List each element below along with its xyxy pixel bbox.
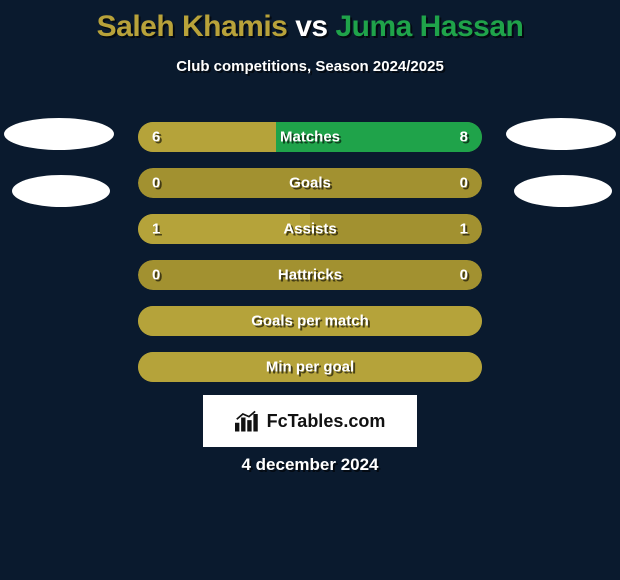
right-ellipse-1 xyxy=(506,118,616,150)
bar-label: Min per goal xyxy=(138,359,482,376)
left-ellipse-2 xyxy=(12,175,110,207)
page-title: Saleh Khamis vs Juma Hassan xyxy=(0,0,620,44)
bar-label: Matches xyxy=(138,129,482,146)
bar-label: Assists xyxy=(138,221,482,238)
bar-value-left: 1 xyxy=(152,221,160,238)
comparison-bars: Matches68Goals00Assists11Hattricks00Goal… xyxy=(138,122,482,382)
bar-value-left: 6 xyxy=(152,129,160,146)
bar-row-assists: Assists1 1 xyxy=(138,214,482,244)
bar-value-right: 0 xyxy=(460,175,468,192)
bar-value-left: 0 xyxy=(152,267,160,284)
bar-value-left: 0 xyxy=(152,175,160,192)
right-ellipse-2 xyxy=(514,175,612,207)
bar-value-right: 1 xyxy=(460,221,468,238)
bar-value-right: 0 xyxy=(460,267,468,284)
bar-row-min-per-goal: Min per goal xyxy=(138,352,482,382)
title-player1: Saleh Khamis xyxy=(97,10,288,43)
bar-label: Goals xyxy=(138,175,482,192)
bar-value-right: 8 xyxy=(460,129,468,146)
bar-label: Hattricks xyxy=(138,267,482,284)
date-text: 4 december 2024 xyxy=(0,455,620,475)
chart-icon xyxy=(235,410,263,432)
left-ellipse-1 xyxy=(4,118,114,150)
subtitle-text: Club competitions, Season 2024/2025 xyxy=(0,58,620,75)
left-avatars xyxy=(4,118,114,207)
bar-row-matches: Matches6 8 xyxy=(138,122,482,152)
bar-row-hattricks: Hattricks0 0 xyxy=(138,260,482,290)
title-player2: Juma Hassan xyxy=(335,10,523,43)
bar-label: Goals per match xyxy=(138,313,482,330)
bar-row-goals-per-match: Goals per match xyxy=(138,306,482,336)
logo-box: FcTables.com xyxy=(203,395,417,447)
right-avatars xyxy=(506,118,616,207)
title-vs: vs xyxy=(295,10,327,43)
logo-text: FcTables.com xyxy=(267,411,386,432)
bar-row-goals: Goals0 0 xyxy=(138,168,482,198)
